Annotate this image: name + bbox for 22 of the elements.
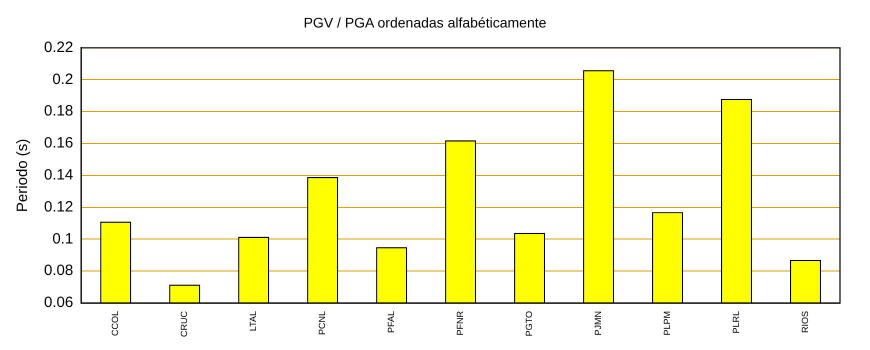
y-tick-label: 0.14: [44, 166, 74, 184]
y-tick-label: 0.12: [44, 198, 74, 216]
y-tick-label: 0.06: [44, 294, 74, 312]
y-tick-label: 0.1: [52, 230, 74, 248]
x-tick-label: PGTO: [524, 311, 534, 336]
chart-title: PGV / PGA ordenadas alfabéticamente: [304, 14, 547, 30]
x-tick-label: CRUC: [179, 310, 190, 337]
y-tick-label: 0.22: [44, 38, 74, 56]
x-tick-label: LTAL: [248, 311, 258, 332]
x-tick-label: PFNR: [455, 310, 466, 336]
x-tick-label: PLPM: [662, 311, 672, 336]
y-tick-label: 0.18: [44, 102, 74, 120]
x-tick-label: PLRL: [731, 311, 742, 334]
y-axis-title: Periodo (s): [14, 138, 32, 212]
x-tick-label: PJMN: [593, 311, 604, 336]
x-tick-label: RIOS: [800, 311, 810, 334]
x-tick-label: CCOL: [110, 311, 120, 336]
x-tick-label: PCNL: [317, 311, 328, 336]
y-tick-label: 0.16: [44, 134, 74, 152]
x-tick-label: PFAL: [386, 311, 396, 334]
y-tick-label: 0.08: [44, 262, 74, 280]
y-tick-label: 0.2: [52, 70, 74, 88]
